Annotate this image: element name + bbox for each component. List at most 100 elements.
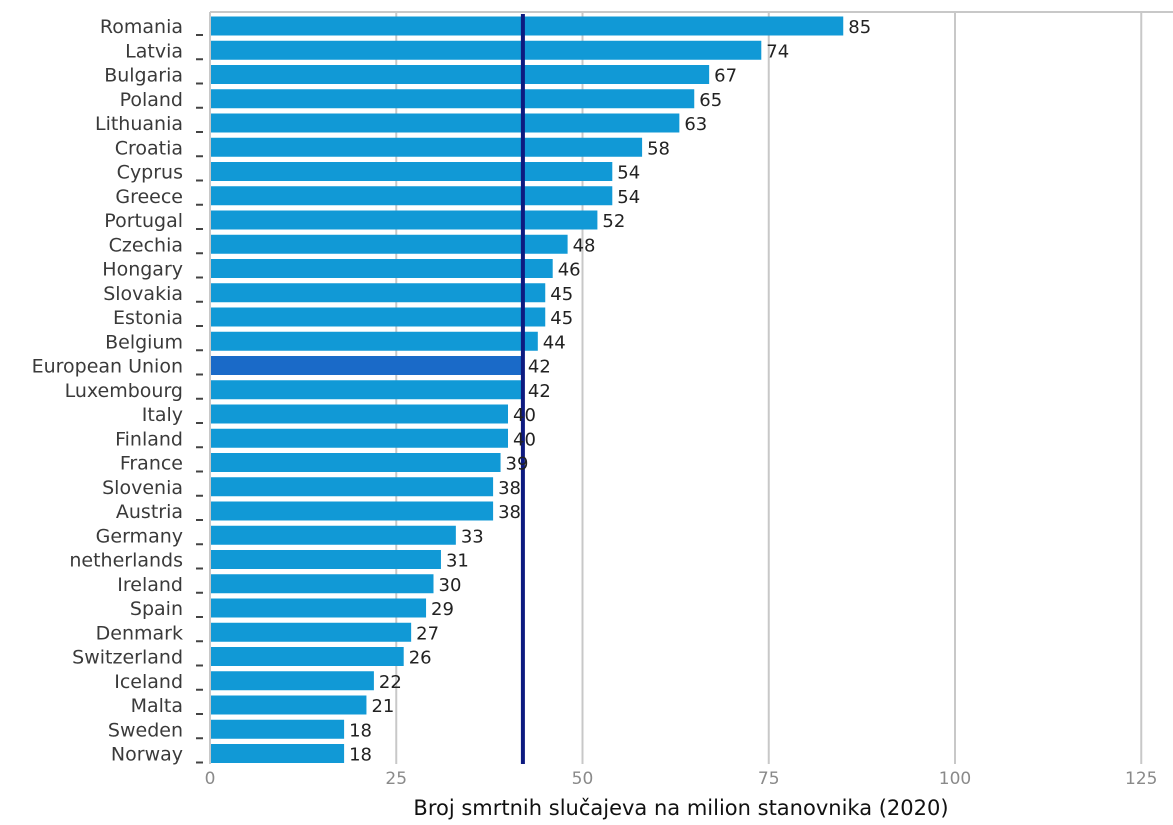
category-label: Luxembourg: [65, 380, 183, 402]
value-label: 38: [498, 502, 521, 523]
bar-luxembourg: [211, 380, 523, 400]
value-label: 29: [431, 599, 454, 620]
value-label: 48: [573, 235, 596, 256]
bar-iceland: [211, 671, 374, 691]
value-label: 26: [409, 648, 432, 669]
bars: [211, 16, 844, 763]
category-label: Bulgaria: [104, 65, 183, 87]
value-label: 18: [349, 720, 372, 741]
category-label: Denmark: [96, 622, 183, 644]
bar-switzerland: [211, 647, 404, 666]
category-label: Austria: [116, 501, 183, 523]
category-label: Hongary: [102, 259, 183, 281]
x-tick-label: 75: [758, 769, 780, 789]
category-label: Cyprus: [117, 162, 183, 184]
category-label: Slovenia: [102, 477, 183, 499]
bar-ireland: [211, 574, 434, 594]
category-label: Italy: [142, 404, 183, 426]
bar-malta: [211, 695, 367, 715]
bar-czechia: [211, 234, 568, 254]
value-label: 46: [558, 260, 581, 281]
category-label: Slovakia: [103, 283, 183, 305]
bar-netherlands: [211, 550, 441, 569]
value-label: 21: [371, 696, 394, 717]
category-label: European Union: [32, 356, 183, 378]
bar-austria: [211, 501, 494, 521]
bar-italy: [211, 404, 508, 424]
category-label: Ireland: [117, 574, 183, 596]
bar-latvia: [211, 40, 762, 60]
value-label: 54: [617, 163, 640, 184]
value-label: 40: [513, 429, 536, 450]
bar-greece: [211, 186, 613, 206]
category-label: Romania: [100, 16, 183, 38]
value-label: 67: [714, 66, 737, 87]
value-label: 45: [550, 308, 573, 329]
x-tick-label: 0: [205, 769, 216, 789]
bar-hongary: [211, 259, 553, 278]
value-label: 39: [506, 454, 529, 475]
bar-slovakia: [211, 283, 546, 303]
bar-lithuania: [211, 113, 680, 133]
value-label: 52: [602, 211, 625, 232]
bar-european-union: [211, 356, 523, 375]
category-label: Portugal: [104, 210, 183, 232]
value-label: 31: [446, 551, 469, 572]
value-label: 18: [349, 745, 372, 766]
value-label: 54: [617, 187, 640, 208]
bar-croatia: [211, 137, 643, 157]
category-label: Czechia: [109, 234, 183, 256]
bar-belgium: [211, 331, 538, 351]
value-label: 65: [699, 90, 722, 111]
value-label: 22: [379, 672, 402, 693]
value-labels: 85 74 67 65 63 58 54 54 52 48 46 45 45 44 42 42 40 40 39 38…: [349, 17, 871, 766]
value-label: 74: [766, 41, 789, 62]
value-label: 44: [543, 332, 566, 353]
category-label: France: [120, 453, 183, 475]
bar-sweden: [211, 719, 345, 739]
category-label: Croatia: [115, 137, 183, 159]
value-label: 85: [848, 17, 871, 38]
grid-lines: [209, 11, 1173, 764]
category-label: Latvia: [125, 40, 183, 62]
category-label: Belgium: [105, 331, 183, 353]
category-label: Iceland: [114, 671, 183, 693]
bar-norway: [211, 744, 345, 763]
value-label: 40: [513, 405, 536, 426]
value-label: 30: [439, 575, 462, 596]
value-label: 38: [498, 478, 521, 499]
x-tick-label: 50: [572, 769, 594, 789]
category-label: Greece: [115, 186, 183, 208]
bar-slovenia: [211, 477, 494, 497]
category-label: Malta: [131, 695, 183, 717]
value-label: 58: [647, 138, 670, 159]
bar-spain: [211, 598, 427, 618]
bar-germany: [211, 525, 456, 545]
bar-cyprus: [211, 162, 613, 181]
x-tick-label: 125: [1125, 769, 1157, 789]
category-label: Spain: [130, 598, 183, 620]
bar-estonia: [211, 307, 546, 327]
x-tick-label: 25: [385, 769, 407, 789]
category-label: Estonia: [113, 307, 183, 329]
value-label: 42: [528, 357, 551, 378]
category-label: Sweden: [108, 719, 183, 741]
x-tick-label: 100: [939, 769, 971, 789]
value-label: 45: [550, 284, 573, 305]
value-label: 63: [684, 114, 707, 135]
bar-bulgaria: [211, 65, 710, 84]
category-label: netherlands: [69, 550, 183, 572]
value-label: 42: [528, 381, 551, 402]
bar-france: [211, 453, 501, 472]
bar-finland: [211, 428, 508, 448]
category-label: Poland: [120, 89, 183, 111]
value-label: 33: [461, 526, 484, 547]
category-label: Finland: [115, 428, 183, 450]
x-axis-title: Broj smrtnih slučajeva na milion stanovn…: [413, 796, 948, 820]
category-label: Norway: [111, 744, 183, 766]
category-label: Germany: [96, 525, 183, 547]
bar-denmark: [211, 622, 412, 642]
